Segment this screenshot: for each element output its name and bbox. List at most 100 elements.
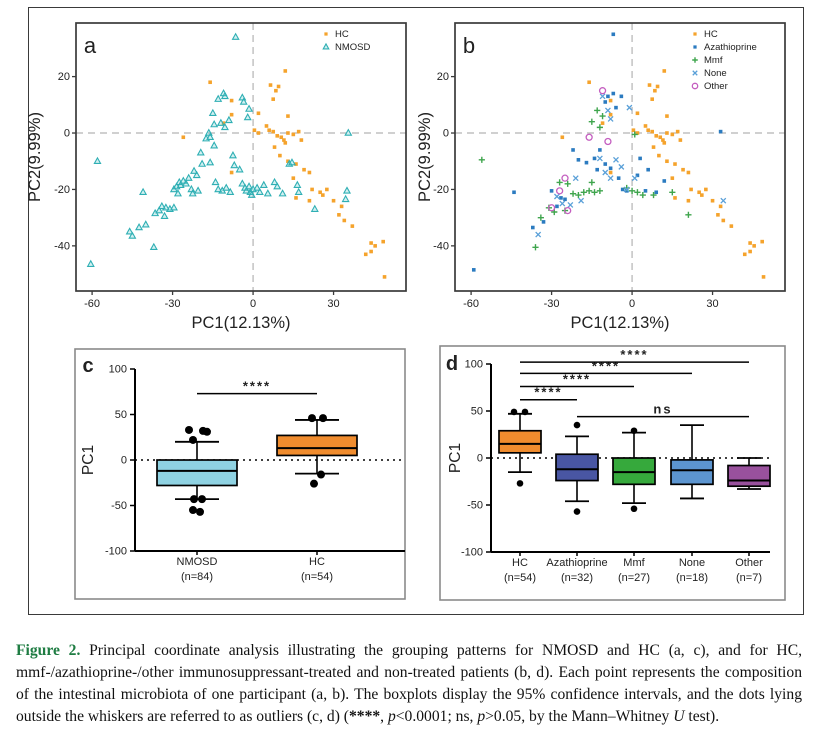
scatter-point bbox=[229, 112, 234, 117]
scatter-point bbox=[532, 244, 539, 251]
scatter-point bbox=[588, 179, 595, 186]
scatter-point bbox=[564, 180, 571, 187]
scatter-point bbox=[599, 93, 606, 100]
y-tick-label: 20 bbox=[58, 71, 70, 83]
scatter-point bbox=[206, 132, 215, 141]
x-tick-label: -60 bbox=[84, 298, 100, 310]
scatter-point bbox=[318, 190, 322, 195]
scatter-point bbox=[220, 122, 229, 131]
scatter-point bbox=[616, 176, 621, 180]
scatter-point bbox=[229, 170, 234, 175]
scatter-point bbox=[535, 231, 542, 238]
scatter-point bbox=[611, 91, 616, 96]
scatter-point bbox=[658, 135, 663, 140]
scatter-point bbox=[654, 190, 659, 195]
boxplot-group-other bbox=[727, 457, 771, 490]
outlier-dot bbox=[185, 425, 193, 434]
scatter-point bbox=[619, 94, 624, 99]
outlier-dot bbox=[203, 427, 211, 436]
outlier-dot bbox=[319, 414, 327, 423]
scatter-point bbox=[222, 183, 231, 191]
scatter-point bbox=[596, 155, 603, 162]
outlier-dot bbox=[510, 408, 518, 416]
scatter-point bbox=[188, 189, 197, 197]
scatter-point bbox=[606, 94, 610, 99]
scatter-point bbox=[662, 69, 667, 73]
scatter-point bbox=[268, 83, 273, 87]
scatter-point bbox=[342, 218, 347, 223]
scatter-point bbox=[238, 179, 247, 187]
scatter-point bbox=[342, 186, 352, 194]
y-tick-label: -40 bbox=[433, 240, 449, 252]
y-axis-label: PC1 bbox=[447, 443, 464, 473]
outlier-dot bbox=[196, 507, 204, 516]
scatter-point bbox=[604, 137, 612, 146]
scatter-point bbox=[243, 112, 252, 121]
category-n-label: (n=7) bbox=[736, 572, 762, 584]
y-tick-label: -20 bbox=[54, 184, 70, 196]
panel-letter: a bbox=[84, 33, 97, 58]
scatter-point bbox=[157, 201, 166, 210]
scatter-point bbox=[595, 167, 599, 172]
boxplot-group-azathioprine bbox=[555, 421, 599, 515]
y-tick-label: -100 bbox=[105, 546, 127, 558]
legend-label: None bbox=[704, 68, 727, 79]
figure-caption-text: test). bbox=[684, 708, 720, 726]
scatter-point bbox=[278, 153, 282, 158]
scatter-point bbox=[647, 83, 652, 87]
legend-label: Mmf bbox=[704, 55, 723, 66]
scatter-point bbox=[230, 160, 239, 169]
scatter-point bbox=[337, 213, 341, 217]
scatter-point bbox=[718, 204, 723, 209]
scatter-point bbox=[586, 187, 593, 194]
scatter-point bbox=[263, 189, 272, 197]
scatter-point bbox=[628, 187, 636, 194]
boxplot-box bbox=[156, 459, 238, 487]
y-axis-label: PC1 bbox=[80, 445, 97, 475]
outlier-dot bbox=[310, 479, 318, 488]
scatter-point bbox=[564, 206, 572, 215]
outlier-dot bbox=[521, 408, 529, 416]
boxplot-box bbox=[555, 453, 599, 482]
scatter-point bbox=[161, 203, 170, 211]
scatter-point bbox=[665, 159, 669, 164]
scatter-point bbox=[169, 184, 178, 193]
scatter-point bbox=[608, 112, 613, 117]
scatter-point bbox=[634, 189, 641, 196]
panel-letter: b bbox=[463, 33, 475, 58]
figure-caption-text: , bbox=[380, 708, 388, 726]
scatter-point bbox=[210, 141, 219, 149]
legend-label: HC bbox=[335, 29, 349, 40]
scatter-point bbox=[578, 197, 585, 204]
scatter-point bbox=[760, 239, 764, 244]
scatter-point bbox=[264, 124, 269, 128]
scatter-point bbox=[665, 131, 669, 135]
scatter-point bbox=[700, 193, 704, 197]
y-tick-label: 50 bbox=[471, 406, 483, 418]
scatter-series-azathioprine bbox=[471, 32, 723, 272]
panel-frame bbox=[74, 348, 406, 600]
scatter-point bbox=[603, 162, 608, 166]
scatter-point bbox=[631, 175, 638, 182]
scatter-point bbox=[596, 187, 603, 194]
scatter-point bbox=[661, 138, 665, 142]
scatter-point bbox=[190, 166, 199, 174]
scatter-point bbox=[657, 153, 661, 158]
panel-c-boxplot: NMOSD (n=84) HC (n=54) **** 100 50 0 -50 -100 PC1 c bbox=[74, 348, 406, 600]
category-n-label: (n=54) bbox=[301, 571, 333, 583]
scatter-point bbox=[214, 184, 223, 193]
scatter-point bbox=[742, 252, 747, 257]
scatter-point bbox=[256, 131, 261, 135]
scatter-point bbox=[369, 249, 373, 254]
scatter-point bbox=[693, 45, 697, 49]
category-label: Other bbox=[735, 557, 763, 569]
scatter-point bbox=[638, 156, 642, 161]
outlier-dot bbox=[573, 508, 581, 515]
scatter-point bbox=[224, 115, 233, 124]
scatter-point bbox=[572, 175, 579, 182]
scatter-point bbox=[307, 198, 312, 203]
scatter-point bbox=[686, 198, 691, 203]
scatter-point bbox=[670, 132, 675, 137]
scatter-point bbox=[604, 107, 611, 114]
